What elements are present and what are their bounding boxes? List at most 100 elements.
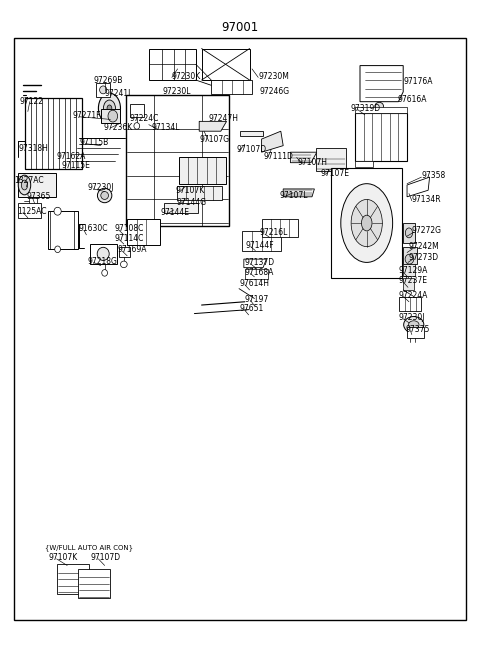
Bar (164, 203, 198, 213)
Bar (42, 541, 225, 606)
Ellipse shape (104, 100, 115, 117)
Text: 97237E: 97237E (398, 276, 427, 285)
Text: 97375: 97375 (405, 325, 430, 334)
Text: 1125AC: 1125AC (17, 207, 46, 216)
Text: 97134L: 97134L (151, 123, 180, 133)
Ellipse shape (101, 192, 108, 199)
Text: 97115B: 97115B (79, 138, 108, 147)
Text: 97273D: 97273D (409, 253, 439, 262)
Bar (18, 173, 56, 197)
Text: 97107G: 97107G (199, 135, 229, 144)
Bar (149, 49, 196, 80)
Text: 97162A: 97162A (57, 152, 86, 161)
Text: 97241L: 97241L (105, 89, 133, 98)
Bar (331, 168, 402, 278)
Text: 97144F: 97144F (246, 241, 275, 250)
Ellipse shape (21, 180, 27, 190)
Text: 97230M: 97230M (258, 72, 289, 81)
Bar (78, 569, 110, 598)
Bar (355, 113, 407, 161)
Ellipse shape (341, 184, 393, 262)
Polygon shape (262, 131, 283, 152)
Text: 97107E: 97107E (321, 169, 349, 178)
Ellipse shape (102, 270, 108, 276)
Text: 97318H: 97318H (18, 144, 48, 154)
Bar (242, 231, 281, 251)
Ellipse shape (98, 93, 120, 123)
Bar (355, 107, 407, 113)
Text: 97107L: 97107L (279, 191, 308, 200)
Ellipse shape (405, 254, 414, 264)
Text: 97107K: 97107K (49, 553, 78, 562)
Bar (29, 198, 37, 205)
Text: 97365: 97365 (26, 192, 51, 201)
Ellipse shape (408, 321, 419, 329)
Text: 97111D: 97111D (263, 152, 293, 161)
Bar (403, 278, 414, 290)
Ellipse shape (18, 175, 31, 195)
Text: 97230J: 97230J (87, 183, 114, 192)
Ellipse shape (134, 123, 140, 129)
Bar (126, 95, 229, 226)
Ellipse shape (405, 228, 413, 238)
Text: 97001: 97001 (221, 21, 259, 34)
Bar (407, 327, 424, 338)
Bar (316, 148, 346, 171)
Bar (403, 247, 417, 264)
Text: 97169A: 97169A (118, 245, 147, 255)
Text: 97651: 97651 (239, 304, 264, 314)
Text: 97168A: 97168A (245, 268, 274, 277)
Ellipse shape (97, 188, 112, 203)
Bar (18, 203, 41, 218)
Text: 97614H: 97614H (240, 279, 270, 288)
Text: 97197: 97197 (245, 295, 269, 304)
Text: 97271F: 97271F (73, 111, 101, 120)
Text: 1327AC: 1327AC (14, 176, 44, 185)
Bar (403, 264, 415, 276)
Bar (127, 219, 160, 245)
Bar (355, 161, 373, 167)
Polygon shape (244, 259, 266, 268)
Bar (211, 80, 252, 94)
Text: 97319D: 97319D (350, 104, 381, 113)
Text: 97269B: 97269B (94, 75, 123, 85)
Text: 97216L: 97216L (259, 228, 288, 237)
Text: 97115E: 97115E (61, 161, 90, 170)
Text: 97122: 97122 (19, 97, 43, 106)
Ellipse shape (107, 105, 112, 112)
Text: 97107H: 97107H (298, 158, 327, 167)
Bar (48, 211, 78, 249)
Ellipse shape (120, 261, 127, 268)
Bar (96, 83, 110, 97)
Polygon shape (240, 131, 263, 136)
Text: 97137D: 97137D (245, 258, 275, 267)
Bar (403, 223, 415, 243)
Text: 97358: 97358 (421, 171, 446, 180)
Bar (179, 157, 226, 184)
Text: 97218G: 97218G (87, 256, 117, 266)
Text: 97236K: 97236K (103, 123, 132, 133)
Text: 97114C: 97114C (114, 234, 144, 243)
Text: 97129A: 97129A (398, 266, 428, 276)
Text: 97272G: 97272G (412, 226, 442, 236)
Text: 97224C: 97224C (130, 113, 159, 123)
Polygon shape (360, 66, 403, 102)
Text: 97176A: 97176A (403, 77, 432, 86)
Bar (202, 49, 250, 80)
Ellipse shape (351, 199, 383, 247)
Bar (262, 219, 298, 237)
Text: 97616A: 97616A (397, 95, 427, 104)
Text: 97230L: 97230L (162, 87, 191, 96)
Text: 97144G: 97144G (177, 197, 207, 207)
Text: 97247H: 97247H (209, 113, 239, 123)
Bar (119, 247, 130, 257)
Bar (101, 109, 120, 123)
Polygon shape (407, 177, 430, 197)
Bar (245, 269, 268, 279)
Bar (90, 244, 117, 264)
Bar (57, 564, 89, 594)
Text: {W/FULL AUTO AIR CON}: {W/FULL AUTO AIR CON} (45, 544, 133, 551)
Text: 97107D: 97107D (90, 553, 120, 562)
Text: 91630C: 91630C (78, 224, 108, 234)
Text: 97230K: 97230K (172, 72, 201, 81)
